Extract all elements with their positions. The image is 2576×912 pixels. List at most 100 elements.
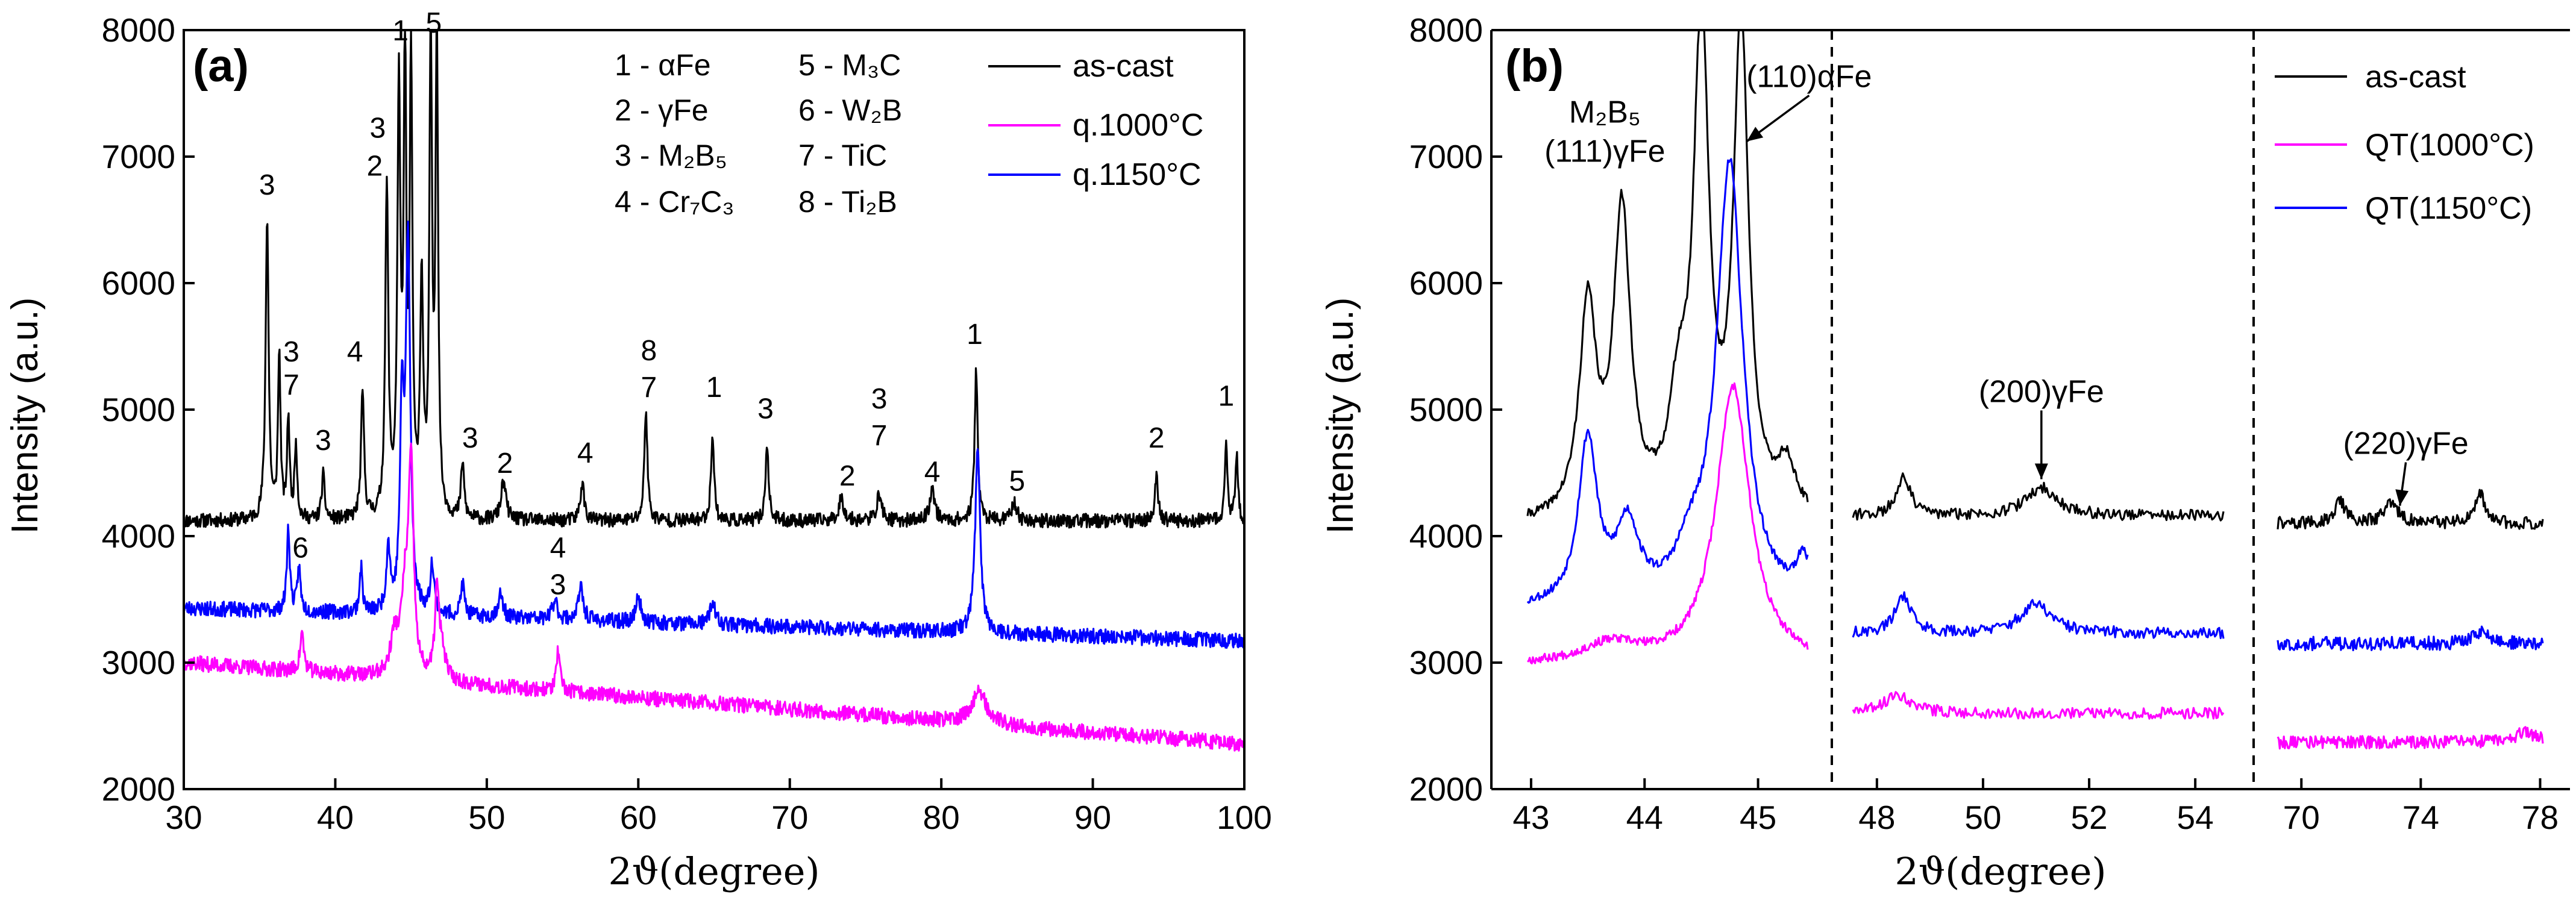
annotation-arrowhead bbox=[2395, 489, 2409, 506]
y-tick-label: 4000 bbox=[102, 517, 175, 555]
peak-label: 8 bbox=[641, 335, 657, 367]
x-tick-label: 70 bbox=[2283, 799, 2320, 836]
peak-label: 6 bbox=[292, 533, 309, 564]
series-line-q1150 bbox=[1852, 591, 2225, 639]
phase-key-entry: 4 - Cr₇C₃ bbox=[615, 185, 735, 219]
legend-label-as-cast: as-cast bbox=[1073, 49, 1174, 84]
x-tick-label: 90 bbox=[1074, 799, 1111, 836]
panel-a-phase-key: 1 - αFe 2 - γFe 3 - M₂B₅ 4 - Cr₇C₃ 5 - M… bbox=[615, 48, 902, 219]
legend-label-q1150: q.1150°C bbox=[1073, 157, 1202, 192]
peak-label: 2 bbox=[497, 448, 513, 479]
peak-label: 3 bbox=[550, 569, 566, 601]
panel-a: 2000 3000 4000 5000 6000 7000 8000 30 40 50 60 70 8… bbox=[4, 7, 1272, 893]
x-tick-label: 78 bbox=[2522, 799, 2559, 836]
legend-label-q1000: q.1000°C bbox=[1073, 108, 1203, 143]
y-tick-label: 8000 bbox=[1409, 11, 1483, 49]
panel-b: 2000 3000 4000 5000 6000 7000 8000 43 44 45 48 50 5… bbox=[1320, 11, 2570, 893]
y-tick-label: 2000 bbox=[1409, 770, 1483, 808]
peak-annotation: (220)γFe bbox=[2343, 426, 2469, 461]
y-tick-label: 7000 bbox=[1409, 138, 1483, 175]
x-tick-label: 52 bbox=[2070, 799, 2107, 836]
annotation-arrowhead bbox=[2034, 463, 2048, 479]
x-tick-label: 40 bbox=[317, 799, 354, 836]
x-tick-label: 60 bbox=[620, 799, 657, 836]
peak-label: 1 bbox=[392, 15, 409, 47]
y-tick-label: 4000 bbox=[1409, 517, 1483, 555]
panel-a-label: (a) bbox=[193, 40, 249, 92]
phase-key-entry: 5 - M₃C bbox=[798, 48, 901, 82]
x-tick-label: 30 bbox=[165, 799, 202, 836]
y-tick-label: 6000 bbox=[102, 264, 175, 302]
y-tick-label: 3000 bbox=[1409, 644, 1483, 681]
peak-label: 3 bbox=[283, 336, 299, 368]
x-tick-label: 44 bbox=[1626, 799, 1663, 836]
peak-label: 3 bbox=[462, 422, 478, 454]
x-tick-label: 50 bbox=[1964, 799, 2001, 836]
legend-label-qt1150: QT(1150°C) bbox=[2365, 191, 2532, 226]
peak-label: 4 bbox=[577, 437, 594, 469]
legend-label-qt1000: QT(1000°C) bbox=[2365, 128, 2534, 163]
panel-b-x-axis-title: 2ϑ(degree) bbox=[1894, 849, 2106, 893]
x-tick-label: 43 bbox=[1512, 799, 1549, 836]
peak-label: 2 bbox=[366, 151, 383, 183]
peak-label: 2 bbox=[839, 460, 856, 492]
peak-label: 1 bbox=[706, 372, 722, 404]
series-line-q1000 bbox=[183, 442, 1246, 752]
peak-label: 1 bbox=[1218, 381, 1234, 413]
peak-label: 7 bbox=[871, 420, 888, 452]
phase-key-entry: 7 - TiC bbox=[798, 139, 887, 172]
panel-a-y-axis-title: Intensity (a.u.) bbox=[4, 298, 46, 534]
legend-label-as-cast: as-cast bbox=[2365, 60, 2466, 95]
x-tick-label: 45 bbox=[1740, 799, 1776, 836]
peak-label: 5 bbox=[426, 7, 442, 39]
phase-key-entry: 1 - αFe bbox=[615, 48, 711, 82]
phase-key-entry: 8 - Ti₂B bbox=[798, 185, 897, 219]
x-tick-label: 48 bbox=[1858, 799, 1895, 836]
y-tick-label: 2000 bbox=[102, 770, 175, 808]
peak-label: 5 bbox=[1009, 465, 1026, 497]
series-line-q1150 bbox=[1526, 158, 1809, 604]
x-tick-label: 50 bbox=[468, 799, 505, 836]
panel-a-series bbox=[183, 29, 1246, 752]
peak-label: 7 bbox=[283, 369, 299, 401]
y-tick-label: 6000 bbox=[1409, 264, 1483, 302]
panel-b-peak-labels: M₂B₅ (111)γFe (110)αFe (200)γFe (220)γFe bbox=[1544, 60, 2469, 506]
peak-label: 4 bbox=[550, 533, 566, 564]
panel-b-series bbox=[1526, 29, 2544, 750]
panel-a-legend: as-cast q.1000°C q.1150°C bbox=[988, 49, 1203, 192]
peak-label: 7 bbox=[641, 372, 657, 404]
peak-label: 1 bbox=[967, 319, 983, 351]
peak-label: 3 bbox=[369, 113, 386, 145]
panel-a-plot-frame bbox=[183, 29, 1246, 790]
y-tick-label: 5000 bbox=[1409, 391, 1483, 428]
series-line-q1000 bbox=[1852, 691, 2225, 720]
series-line-ascast bbox=[2277, 489, 2544, 530]
phase-key-entry: 3 - M₂B₅ bbox=[615, 139, 727, 172]
panel-b-y-axis-title: Intensity (a.u.) bbox=[1320, 298, 1361, 534]
x-tick-label: 70 bbox=[771, 799, 808, 836]
peak-label: 3 bbox=[315, 425, 331, 457]
phase-key-entry: 2 - γFe bbox=[615, 93, 709, 127]
peak-label: 3 bbox=[871, 383, 888, 415]
series-line-q1150 bbox=[183, 220, 1246, 649]
x-tick-label: 100 bbox=[1217, 799, 1272, 836]
peak-label: 4 bbox=[347, 336, 363, 368]
peak-label: 3 bbox=[259, 169, 275, 201]
y-tick-label: 7000 bbox=[102, 138, 175, 175]
y-tick-label: 8000 bbox=[102, 11, 175, 49]
series-line-q1150 bbox=[2277, 625, 2544, 652]
panel-a-x-ticks: 30 40 50 60 70 80 90 100 bbox=[165, 778, 1272, 836]
series-line-ascast bbox=[1526, 29, 1809, 517]
panel-a-x-axis-title: 2ϑ(degree) bbox=[608, 849, 819, 893]
panel-b-y-ticks: 2000 3000 4000 5000 6000 7000 8000 bbox=[1409, 11, 1502, 808]
panel-b-legend: as-cast QT(1000°C) QT(1150°C) bbox=[2275, 60, 2534, 226]
x-tick-label: 54 bbox=[2177, 799, 2214, 836]
y-tick-label: 5000 bbox=[102, 391, 175, 428]
series-line-q1000 bbox=[1526, 382, 1809, 664]
peak-label: 3 bbox=[757, 393, 774, 425]
peak-annotation: M₂B₅ bbox=[1569, 95, 1641, 130]
series-line-ascast bbox=[1852, 472, 2225, 522]
series-line-q1000 bbox=[2277, 726, 2544, 750]
